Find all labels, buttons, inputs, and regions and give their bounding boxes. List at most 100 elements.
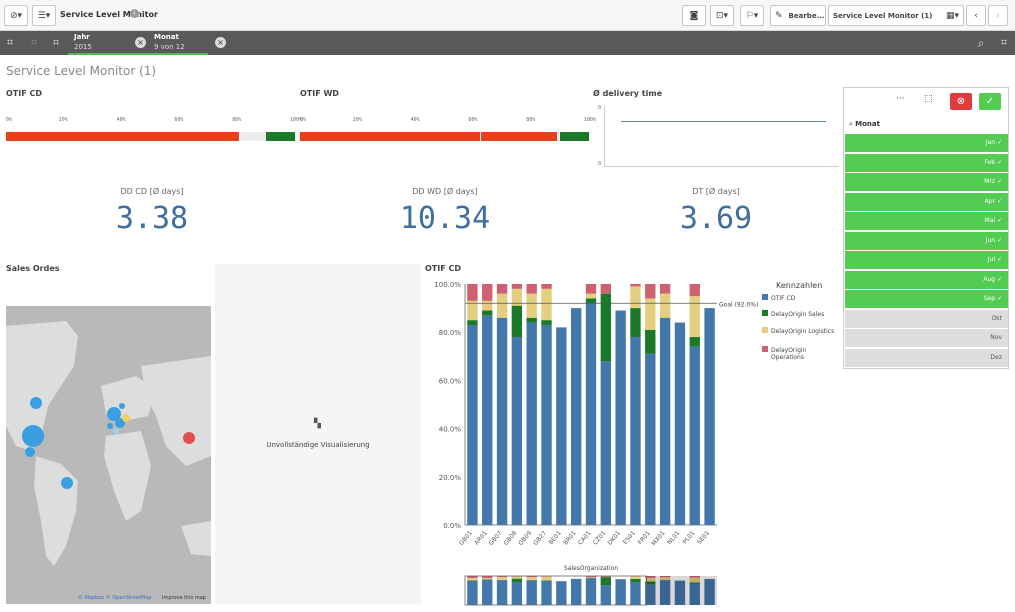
search-icon[interactable]: ⌕: [977, 36, 985, 50]
bar-segment: [645, 298, 656, 330]
filter-item-jul[interactable]: Jul ✓: [845, 251, 1008, 269]
selection-chip-jahr[interactable]: Jahr 2015 ×: [68, 31, 148, 55]
bar-segment: [467, 300, 478, 321]
cancel-selection-button[interactable]: ⊗: [950, 93, 972, 110]
mini-bar-segment: [467, 576, 478, 579]
filter-item-mrz[interactable]: Mrz ✓: [845, 173, 1008, 191]
otif-cd-green-segment: [266, 132, 295, 141]
previous-sheet-button[interactable]: ‹: [966, 5, 986, 26]
search-icon: ⌕: [849, 120, 856, 128]
map-attribution-link[interactable]: © Mapbox © OpenStreetMap: [78, 595, 152, 601]
improve-map-link[interactable]: Improve this map: [162, 595, 206, 601]
filter-item-sep[interactable]: Sep ✓: [845, 290, 1008, 308]
more-options-icon[interactable]: ···: [896, 94, 905, 104]
global-menu-button[interactable]: ☰▾: [32, 5, 56, 26]
kpi-dt-label: DT [Ø days]: [692, 187, 740, 196]
x-tick-label: SE01: [696, 530, 711, 546]
selection-chip-monat[interactable]: Monat 9 von 12 ×: [148, 31, 228, 55]
legend-title: Kennzahlen: [776, 281, 822, 290]
info-icon[interactable]: i: [130, 9, 139, 18]
y-tick-label: 20.0%: [439, 474, 462, 482]
filter-item-okt[interactable]: Okt: [845, 309, 1008, 328]
mini-bar-segment: [689, 577, 700, 583]
y-tick-label: 0.0%: [443, 522, 461, 530]
presentation-button[interactable]: ⊡▾: [710, 5, 734, 26]
filter-search-field[interactable]: ⌕ Monat: [849, 120, 880, 128]
mini-bar-segment: [645, 584, 656, 605]
confirm-selection-button[interactable]: ✓: [979, 93, 1001, 110]
otif-cd-chart-title: OTIF CD: [425, 264, 461, 273]
bar-segment: [526, 284, 537, 294]
checkmark-icon: ✓: [985, 96, 995, 107]
sales-orders-map[interactable]: © Mapbox © OpenStreetMap Improve this ma…: [6, 306, 211, 604]
bar-segment: [541, 284, 552, 289]
clear-selections-icon[interactable]: ⌗: [52, 36, 60, 49]
sheet-selector[interactable]: Service Level Monitor (1) ▦▾: [828, 5, 964, 26]
mini-bar-segment: [689, 576, 700, 578]
mini-bar-segment: [482, 579, 493, 580]
legend-swatch: [762, 294, 768, 300]
otif-cd-stacked-bar-chart[interactable]: 0.0%20.0%40.0%60.0%80.0%100.0%GB01 AR01GB…: [421, 272, 839, 608]
otif-wd-bar[interactable]: [300, 132, 589, 141]
selection-lasso-icon[interactable]: ⬚: [924, 94, 933, 104]
bar-segment: [482, 315, 493, 525]
gauge-tick-label: 40%: [410, 117, 420, 123]
filter-item-feb[interactable]: Feb ✓: [845, 153, 1008, 172]
mini-bar-segment: [585, 578, 597, 605]
legend-label: DelayOrigin: [771, 347, 807, 354]
mini-bar-segment: [630, 576, 641, 579]
x-tick-label: FR01: [637, 530, 652, 546]
bar-segment: [467, 320, 478, 325]
filter-item-jan[interactable]: Jan ✓: [845, 134, 1008, 152]
kpi-dd-wd-value[interactable]: 10.34: [399, 201, 491, 236]
kpi-dd-cd-label: DD CD [Ø days]: [120, 187, 184, 196]
pencil-icon: ✎: [775, 10, 783, 21]
bar-segment: [630, 284, 641, 287]
incomplete-visualization-panel[interactable]: ▚ Unvollständige Visualisierung: [215, 264, 421, 604]
otif-cd-bar[interactable]: [6, 132, 295, 141]
delivery-time-line: [621, 121, 826, 122]
bar-segment: [645, 284, 656, 299]
bar-segment: [511, 288, 523, 306]
bar-segment: [585, 293, 597, 299]
bar-segment: [541, 320, 552, 325]
kpi-dd-cd-value[interactable]: 3.38: [115, 201, 189, 236]
mini-bar-segment: [674, 580, 686, 605]
bar-segment: [659, 317, 671, 525]
selection-tool-icon[interactable]: ⌗: [1000, 36, 1008, 49]
bar-segment: [526, 317, 537, 323]
filter-item-dez[interactable]: Dez: [845, 348, 1008, 367]
gauge-tick-label: 0%: [300, 117, 307, 123]
clear-selection-icon[interactable]: ×: [215, 37, 226, 48]
bookmark-button[interactable]: ⚐▾: [740, 5, 764, 26]
kpi-dt-value[interactable]: 3.69: [679, 201, 753, 236]
filter-item-nov[interactable]: Nov: [845, 329, 1008, 347]
scroll-shade: [646, 576, 717, 605]
legend-label: DelayOrigin Logistics: [771, 328, 834, 335]
x-tick-label: MX01: [650, 530, 666, 548]
mini-bar-segment: [615, 579, 626, 605]
step-back-icon[interactable]: ⌗: [30, 36, 38, 49]
bar-segment: [689, 296, 700, 338]
filter-item-jun[interactable]: Jun ✓: [845, 231, 1008, 250]
clear-selection-icon[interactable]: ×: [135, 37, 146, 48]
snapshot-button[interactable]: ◙: [682, 5, 706, 26]
smart-search-icon[interactable]: ⌗: [6, 36, 14, 49]
filter-item-apr[interactable]: Apr ✓: [845, 192, 1008, 211]
legend-label: DelayOrigin Sales: [771, 311, 824, 318]
bar-segment: [496, 293, 508, 318]
bar-segment: [630, 286, 641, 309]
gauge-tick-label: 40%: [116, 117, 126, 123]
navigation-menu-button[interactable]: ⊘▾: [4, 5, 28, 26]
edit-button[interactable]: ✎ Bearbe...: [770, 5, 826, 26]
x-tick-label: CZ01: [592, 530, 608, 547]
gauge-tick-label: 100%: [290, 117, 303, 123]
x-tick-label: GB07: [488, 530, 504, 547]
mini-bar-segment: [526, 580, 537, 581]
world-map-svg: [6, 321, 211, 566]
filter-item-mai[interactable]: Mai ✓: [845, 212, 1008, 230]
filter-item-aug[interactable]: Aug ✓: [845, 270, 1008, 289]
delivery-time-chart[interactable]: 0 0: [593, 101, 839, 173]
bar-segment: [585, 298, 597, 304]
next-sheet-button[interactable]: ›: [988, 5, 1008, 26]
